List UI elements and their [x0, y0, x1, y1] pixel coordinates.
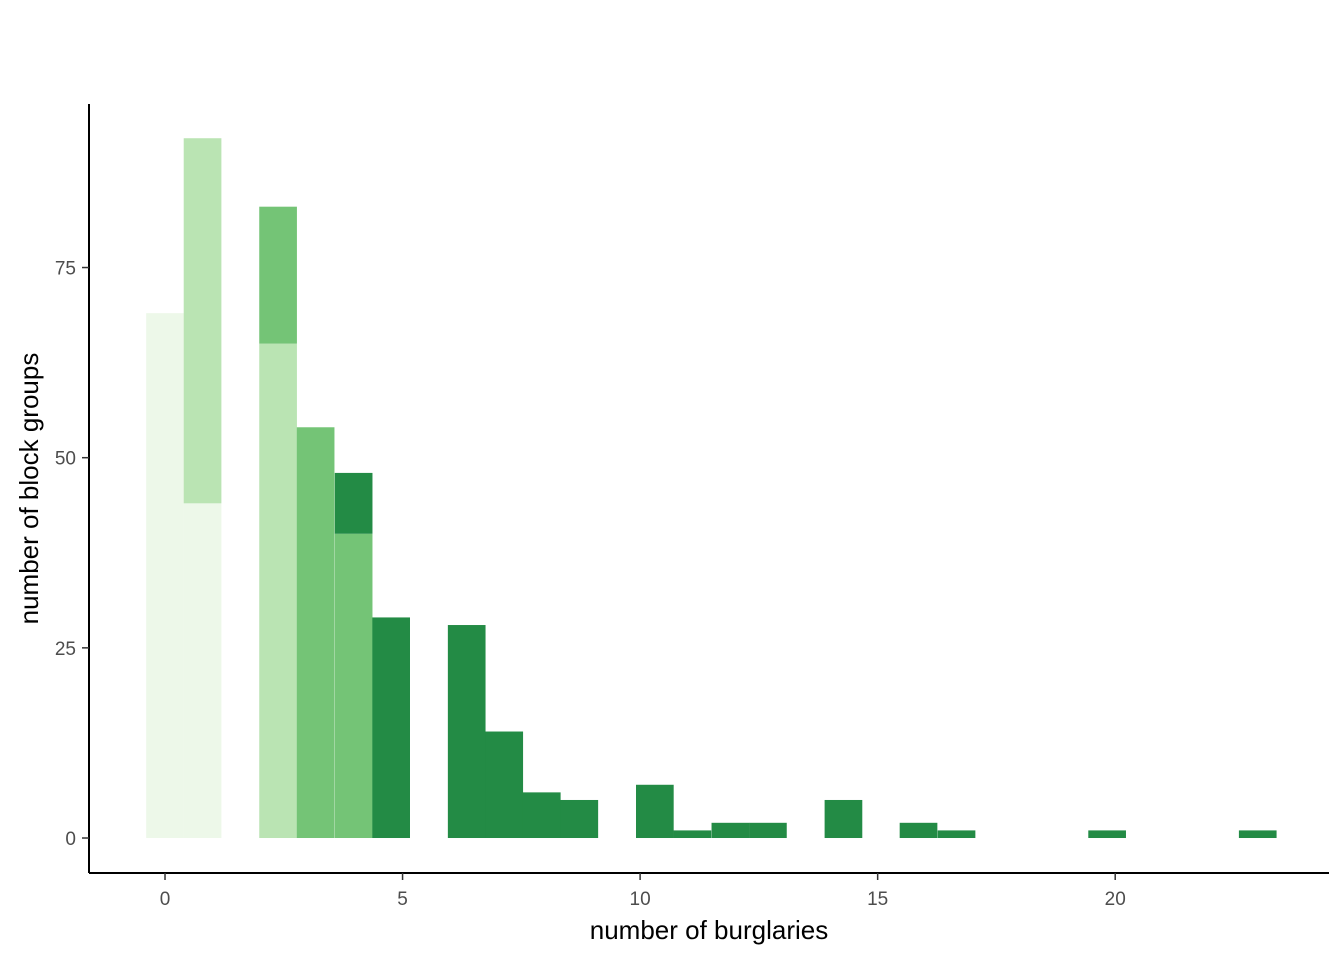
bar-bin-6-group-3: [447, 625, 486, 839]
bar-bin-7-group-3: [485, 731, 524, 839]
x-tick-label: 10: [630, 889, 651, 910]
x-tick-label: 15: [867, 889, 888, 910]
x-tick-label: 0: [160, 889, 171, 910]
x-axis-title: number of burglaries: [590, 915, 828, 945]
bar-bin-1-group-1: [183, 138, 222, 504]
bar-bin-13-group-3: [749, 822, 787, 839]
bar-bin-17-group-3: [1088, 830, 1126, 839]
bar-bin-4-group-3: [334, 472, 373, 534]
bar-bin-9-group-3: [560, 799, 599, 839]
bar-bin-12-group-3: [711, 822, 750, 839]
bar-bin-10-group-3: [636, 784, 674, 839]
bar-bin-8-group-3: [522, 792, 561, 839]
y-tick-label: 0: [65, 829, 76, 850]
bar-bin-2-group-1: [259, 343, 297, 839]
y-axis-title: number of block groups: [14, 353, 44, 625]
bar-bin-4-group-2: [334, 533, 373, 839]
x-tick-label: 5: [397, 889, 408, 910]
y-tick-label: 25: [55, 639, 76, 660]
y-ticks: 0 25 50 75: [55, 259, 89, 850]
bar-bin-16-group-3: [937, 830, 976, 839]
bar-bin-0-group-0: [146, 313, 184, 839]
bar-bin-5-group-3: [372, 617, 410, 839]
x-ticks: 0 5 10 15 20: [160, 873, 1126, 910]
bar-bin-14-group-3: [824, 799, 863, 839]
bar-bin-18-group-3: [1238, 830, 1277, 839]
bar-bin-11-group-3: [673, 830, 712, 839]
y-tick-label: 50: [55, 449, 76, 470]
x-tick-label: 20: [1105, 889, 1126, 910]
y-tick-label: 75: [55, 259, 76, 280]
bar-bin-15-group-3: [899, 822, 938, 839]
bar-bin-1-group-0: [183, 503, 222, 839]
bar-bin-3-group-2: [296, 427, 335, 839]
axes-layer: 0 25 50 75 0 5 10 15 20: [55, 104, 1329, 910]
bars-layer: [146, 138, 1277, 839]
bar-bin-2-group-2: [259, 206, 297, 344]
